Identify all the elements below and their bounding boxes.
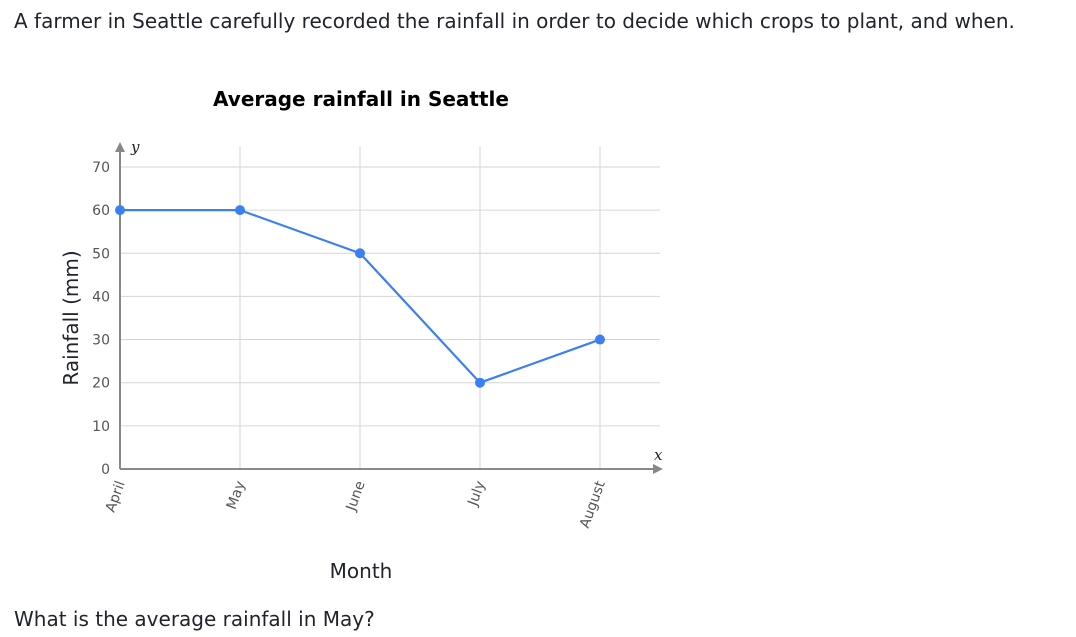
y-tick-label: 10 [92, 419, 110, 435]
grid [120, 146, 660, 469]
y-tick-label: 40 [92, 289, 110, 305]
intro-text: A farmer in Seattle carefully recorded t… [14, 9, 1015, 33]
y-tick-label: 20 [92, 376, 110, 392]
data-point-april [115, 205, 125, 216]
y-tick-labels: 0 10 20 30 40 50 60 70 [92, 160, 110, 478]
y-tick-label: 0 [101, 462, 110, 478]
data-series [115, 205, 605, 388]
x-tick-label: August [577, 478, 609, 530]
x-tick-label: May [224, 479, 249, 512]
x-axis-title: Month [330, 559, 393, 583]
x-tick-label: April [103, 479, 129, 515]
axes [115, 142, 663, 474]
x-tick-labels: April May June July August [103, 478, 609, 530]
y-axis-arrow [115, 142, 125, 152]
y-tick-label: 30 [92, 333, 110, 349]
x-tick-label: July [465, 479, 489, 509]
rainfall-line-chart: Average rainfall in Seattle 0 10 20 30 40 50 6… [59, 87, 663, 583]
data-point-may [235, 205, 245, 216]
y-tick-label: 70 [92, 160, 110, 176]
x-axis-variable: x [654, 446, 663, 464]
y-axis-variable: y [130, 138, 140, 156]
data-point-august [595, 334, 605, 345]
x-tick-label: June [343, 479, 369, 514]
y-tick-label: 60 [92, 203, 110, 219]
data-point-june [355, 248, 365, 259]
chart-title: Average rainfall in Seattle [213, 87, 509, 111]
y-tick-label: 50 [92, 246, 110, 262]
question-text: What is the average rainfall in May? [14, 607, 375, 631]
x-axis-arrow [653, 464, 663, 474]
y-axis-title: Rainfall (mm) [59, 250, 83, 385]
data-point-july [475, 377, 485, 388]
